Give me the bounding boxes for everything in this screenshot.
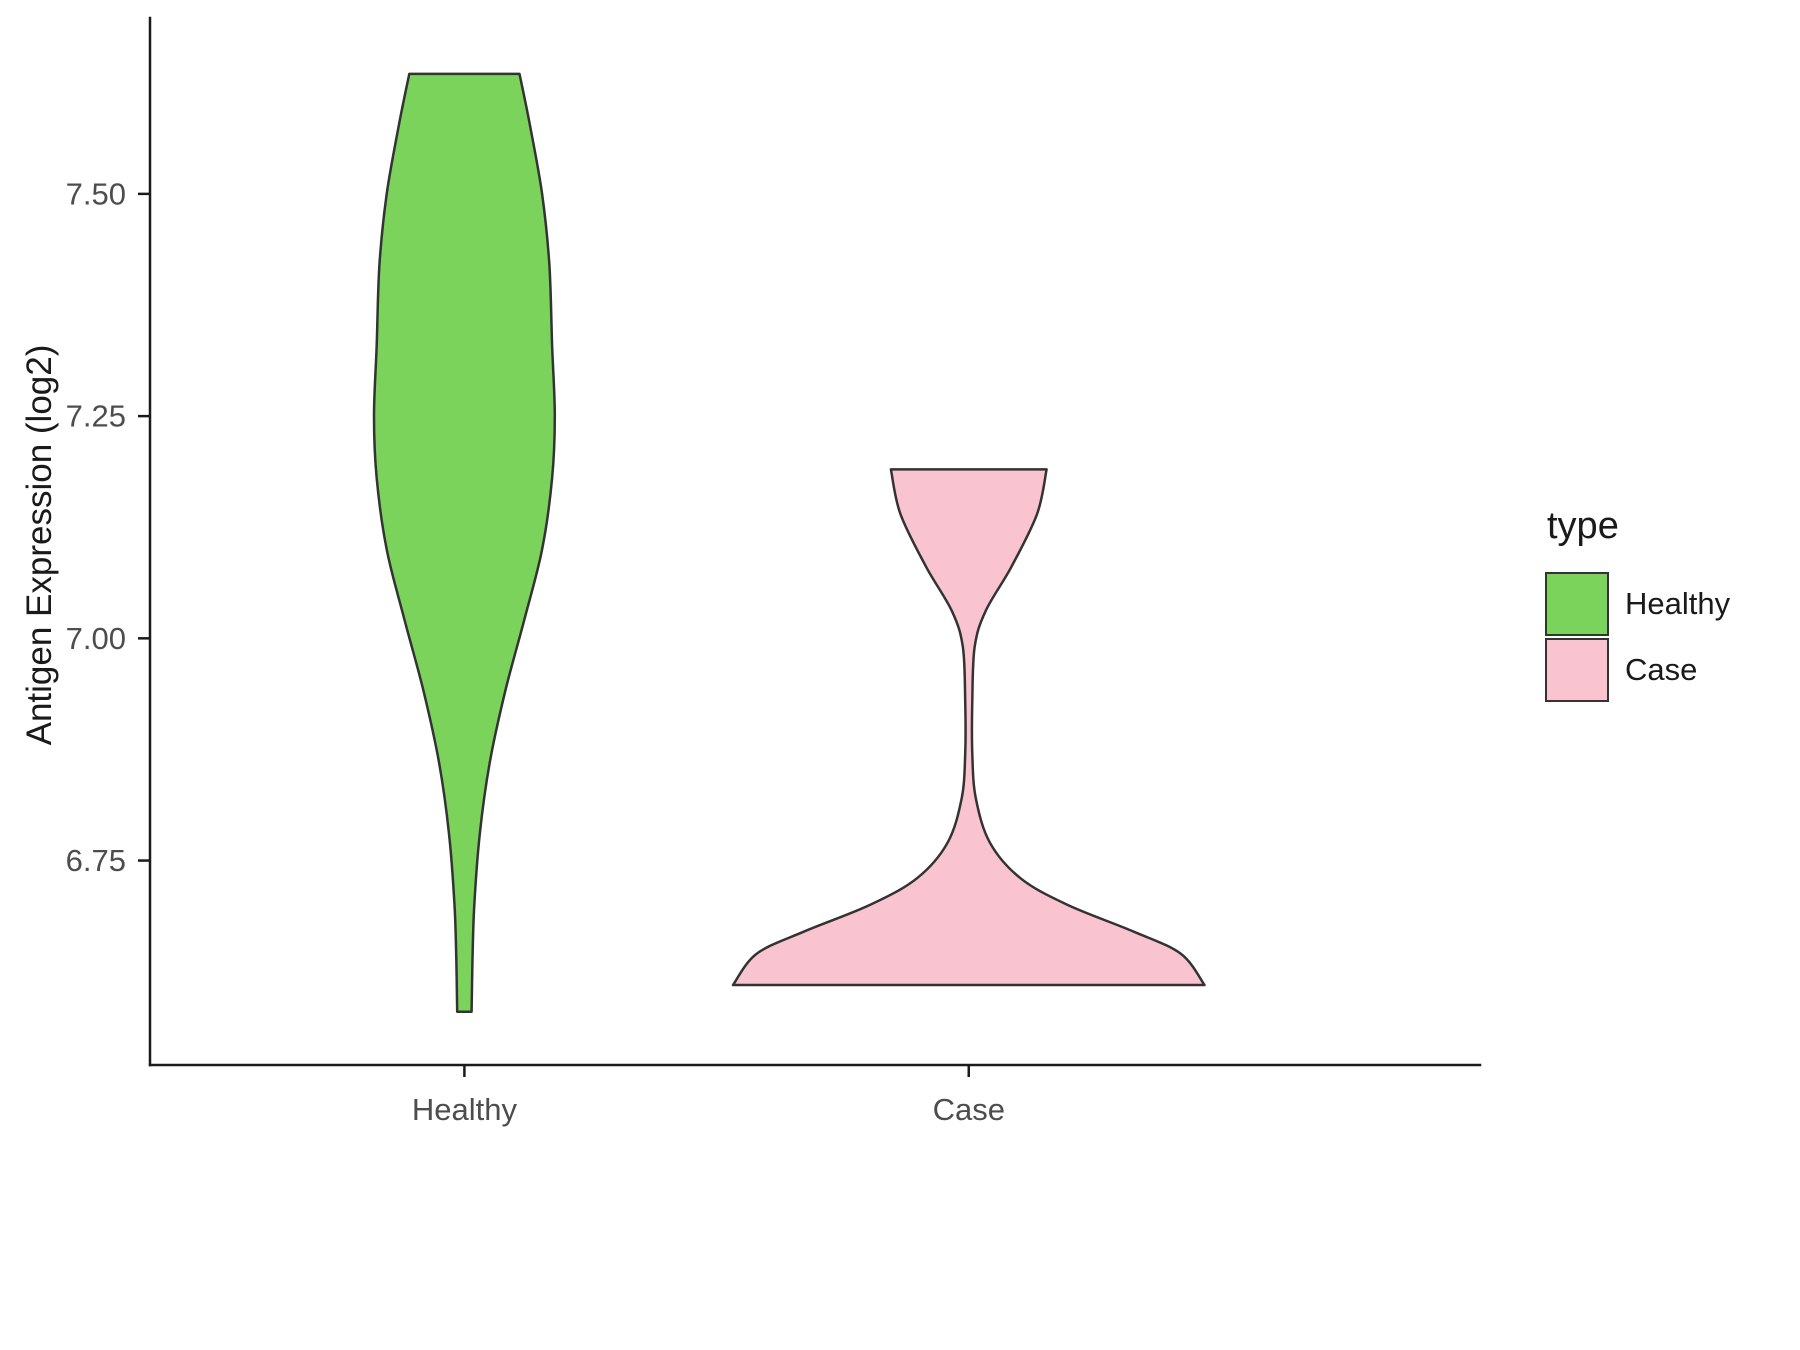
x-category-label: Healthy: [412, 1092, 518, 1127]
legend: type Healthy Case: [1545, 505, 1730, 704]
y-tick-label: 7.25: [66, 399, 126, 434]
violin-healthy: [372, 72, 557, 1013]
legend-swatch-healthy: [1545, 572, 1609, 636]
legend-entry-case: Case: [1545, 638, 1730, 702]
y-tick-label: 7.00: [66, 621, 126, 656]
x-category-label: Case: [933, 1092, 1005, 1127]
legend-entry-healthy: Healthy: [1545, 572, 1730, 636]
y-axis-title: Antigen Expression (log2): [20, 344, 59, 746]
violin-case: [731, 468, 1206, 987]
y-tick-label: 7.50: [66, 176, 126, 211]
legend-label-healthy: Healthy: [1625, 586, 1731, 621]
legend-swatch-case: [1545, 638, 1609, 702]
legend-title: type: [1547, 505, 1619, 547]
legend-label-case: Case: [1625, 652, 1698, 687]
y-tick-label: 6.75: [66, 843, 126, 878]
